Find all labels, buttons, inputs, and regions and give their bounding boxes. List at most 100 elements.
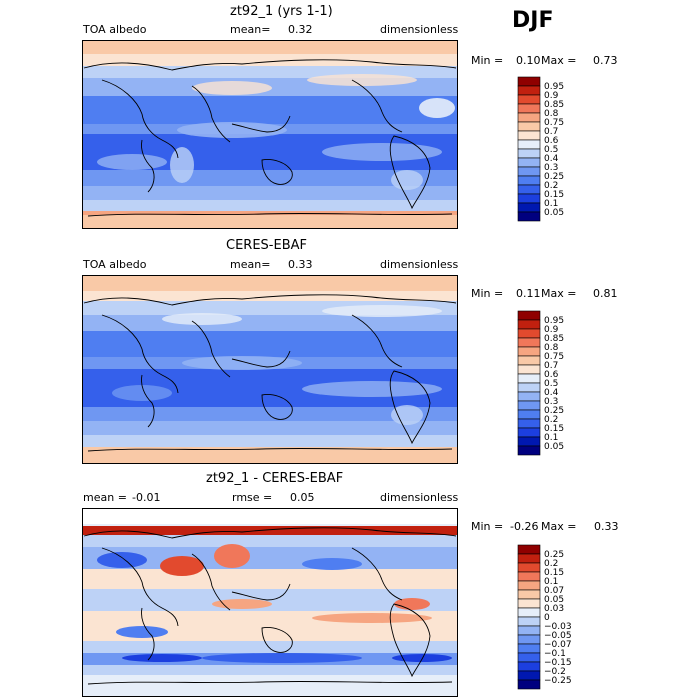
panel-2-colorbar: 0.050.10.150.20.250.30.40.50.60.70.750.8… <box>517 310 564 456</box>
colorbar-tick-label: 0.25 <box>544 550 564 560</box>
colorbar-box <box>517 139 541 150</box>
colorbar-tick-label: 0.2 <box>544 559 558 569</box>
colorbar-tick-label: −0.25 <box>544 676 572 686</box>
colorbar-box <box>517 544 541 555</box>
colorbar-box <box>517 121 541 132</box>
panel-3-min-label: Min = <box>471 520 504 533</box>
colorbar-box <box>517 328 541 339</box>
panel-1-max-label: Max = <box>541 54 577 67</box>
colorbar-tick-label: 0.7 <box>544 127 558 137</box>
season-label: DJF <box>512 8 554 33</box>
colorbar-box <box>517 130 541 141</box>
colorbar-box <box>517 562 541 573</box>
panel-3-colorbar-labels: −0.25−0.2−0.15−0.1−0.07−0.05−0.0300.030.… <box>544 550 572 686</box>
colorbar-tick-label: −0.05 <box>544 631 572 641</box>
colorbar-box <box>517 337 541 348</box>
panel-1-max-value: 0.73 <box>593 54 618 67</box>
panel-1-mean-value: 0.32 <box>288 23 313 36</box>
colorbar-box <box>517 355 541 366</box>
colorbar-box <box>517 589 541 600</box>
colorbar-tick-label: 0.3 <box>544 397 558 407</box>
colorbar-box <box>517 643 541 654</box>
colorbar-box <box>517 211 541 222</box>
panel-1-title: zt92_1 (yrs 1-1) <box>230 4 333 19</box>
colorbar-box <box>517 679 541 690</box>
colorbar-tick-label: 0.7 <box>544 361 558 371</box>
colorbar-box <box>517 346 541 357</box>
colorbar-box <box>517 373 541 384</box>
panel-3-map <box>82 508 458 697</box>
colorbar-tick-label: 0.6 <box>544 370 559 380</box>
colorbar-box <box>517 427 541 438</box>
colorbar-tick-label: 0.15 <box>544 190 564 200</box>
colorbar-box <box>517 616 541 627</box>
panel-1-colorbar-labels: 0.050.10.150.20.250.30.40.50.60.70.750.8… <box>544 82 564 218</box>
colorbar-box <box>517 607 541 618</box>
panel-2-max-value: 0.81 <box>593 287 618 300</box>
panel-2-min-value: 0.11 <box>516 287 541 300</box>
colorbar-tick-label: −0.07 <box>544 640 572 650</box>
panel-2-mean-value: 0.33 <box>288 258 313 271</box>
colorbar-tick-label: 0 <box>544 613 550 623</box>
panel-2-colorbar-boxes <box>517 310 541 456</box>
colorbar-box <box>517 184 541 195</box>
panel-3-units: dimensionless <box>380 491 459 504</box>
colorbar-box <box>517 94 541 105</box>
panel-1-units: dimensionless <box>380 23 459 36</box>
panel-3-mean-label: mean = <box>83 491 127 504</box>
colorbar-tick-label: 0.95 <box>544 82 564 92</box>
colorbar-tick-label: 0.8 <box>544 109 559 119</box>
colorbar-tick-label: 0.07 <box>544 586 564 596</box>
colorbar-box <box>517 634 541 645</box>
colorbar-tick-label: 0.1 <box>544 199 558 209</box>
panel-3-max-label: Max = <box>541 520 577 533</box>
panel-2-min-label: Min = <box>471 287 504 300</box>
colorbar-box <box>517 400 541 411</box>
colorbar-box <box>517 625 541 636</box>
colorbar-tick-label: 0.05 <box>544 442 564 452</box>
panel-2-field-label: TOA albedo <box>83 258 147 271</box>
colorbar-tick-label: 0.6 <box>544 136 559 146</box>
colorbar-tick-label: 0.75 <box>544 352 564 362</box>
colorbar-box <box>517 76 541 87</box>
colorbar-box <box>517 175 541 186</box>
panel-3-colorbar-boxes <box>517 544 541 690</box>
panel-1-field-label: TOA albedo <box>83 23 147 36</box>
panel-3-rmse-label: rmse = <box>232 491 273 504</box>
panel-2-units: dimensionless <box>380 258 459 271</box>
colorbar-tick-label: 0.4 <box>544 388 559 398</box>
colorbar-box <box>517 571 541 582</box>
colorbar-box <box>517 391 541 402</box>
panel-3-mean-value: -0.01 <box>132 491 161 504</box>
panel-2-colorbar-labels: 0.050.10.150.20.250.30.40.50.60.70.750.8… <box>544 316 564 452</box>
colorbar-tick-label: −0.15 <box>544 658 572 668</box>
colorbar-tick-label: 0.5 <box>544 379 558 389</box>
panel-3-max-value: 0.33 <box>594 520 619 533</box>
colorbar-box <box>517 409 541 420</box>
colorbar-box <box>517 310 541 321</box>
panel-3-title: zt92_1 - CERES-EBAF <box>206 471 344 486</box>
colorbar-tick-label: 0.75 <box>544 118 564 128</box>
colorbar-tick-label: 0.15 <box>544 424 564 434</box>
colorbar-box <box>517 670 541 681</box>
colorbar-tick-label: 0.1 <box>544 433 558 443</box>
panel-2-max-label: Max = <box>541 287 577 300</box>
colorbar-tick-label: −0.1 <box>544 649 566 659</box>
colorbar-tick-label: 0.1 <box>544 577 558 587</box>
colorbar-box <box>517 598 541 609</box>
panel-1-min-label: Min = <box>471 54 504 67</box>
colorbar-box <box>517 148 541 159</box>
colorbar-tick-label: −0.03 <box>544 622 572 632</box>
colorbar-box <box>517 382 541 393</box>
colorbar-tick-label: 0.2 <box>544 181 558 191</box>
colorbar-tick-label: 0.85 <box>544 100 564 110</box>
panel-3-min-value: -0.26 <box>510 520 539 533</box>
panel-1-colorbar: 0.050.10.150.20.250.30.40.50.60.70.750.8… <box>517 76 564 222</box>
colorbar-box <box>517 157 541 168</box>
colorbar-tick-label: 0.15 <box>544 568 564 578</box>
panel-1-colorbar-boxes <box>517 76 541 222</box>
colorbar-tick-label: 0.9 <box>544 325 559 335</box>
colorbar-tick-label: 0.9 <box>544 91 559 101</box>
panel-1-map <box>82 40 458 229</box>
colorbar-tick-label: 0.8 <box>544 343 559 353</box>
